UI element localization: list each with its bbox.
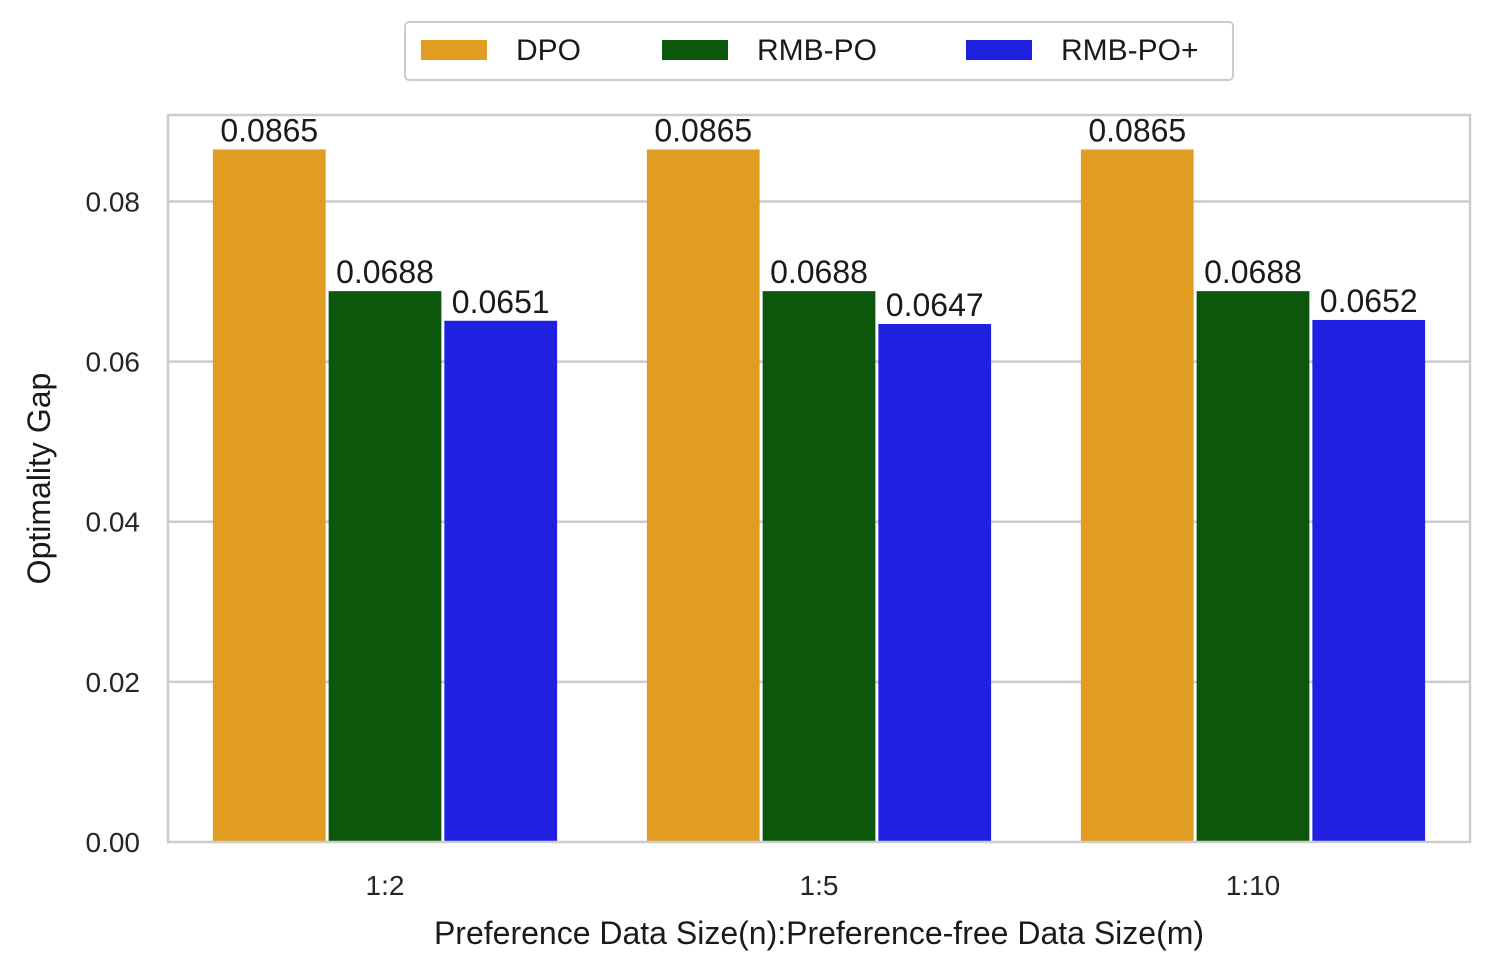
bar-rmb-po-plus-1-2 [444,320,558,842]
legend-box [404,21,1234,81]
x-axis-label: Preference Data Size(n):Preference-free … [434,915,1204,951]
y-tick-label: 0.00 [86,827,141,858]
bar-rmb-po-1-5 [762,291,876,842]
legend-swatch [662,40,728,60]
x-tick-label: 1:5 [800,870,839,901]
x-tick-labels: 1:2 1:5 1:10 [366,870,1281,901]
bar-rmb-po-plus-1-5 [878,323,992,842]
y-tick-label: 0.06 [86,347,141,378]
x-tick-label: 1:2 [366,870,405,901]
y-axis-label: Optimality Gap [21,373,57,585]
bar-rmb-po-1-2 [328,291,442,842]
y-tick-label: 0.08 [86,186,141,217]
legend-swatch [421,40,487,60]
bar-dpo-1-10 [1080,149,1194,843]
plot-frame [166,113,1472,844]
legend-swatch [966,40,1032,60]
bar-value-label: 0.0865 [1088,112,1186,148]
bar-dpo-1-5 [646,149,760,843]
bar-value-label: 0.0651 [452,284,550,320]
legend-label: DPO [516,34,581,67]
bar-value-label: 0.0865 [654,112,752,148]
bar-rmb-po-plus-1-10 [1312,319,1426,842]
bars [212,149,1426,843]
x-tick-label: 1:10 [1226,870,1281,901]
bar-dpo-1-2 [212,149,326,843]
y-tick-labels: 0.00 0.02 0.04 0.06 0.08 [86,186,141,858]
bar-value-label: 0.0688 [770,254,868,290]
legend-label: RMB-PO [757,34,877,67]
bar-rmb-po-1-10 [1196,291,1310,842]
y-tick-label: 0.02 [86,667,141,698]
legend: DPO RMB-PO RMB-PO+ [404,21,1234,81]
bar-value-label: 0.0688 [1204,254,1302,290]
bar-value-label: 0.0688 [336,254,434,290]
bar-value-label: 0.0652 [1320,283,1418,319]
legend-label: RMB-PO+ [1061,34,1199,67]
y-tick-label: 0.04 [86,507,141,538]
bar-value-label: 0.0647 [886,287,984,323]
bar-value-labels: 0.0865 0.0688 0.0651 0.0865 0.0688 0.0647 0.08… [220,112,1417,323]
bar-value-label: 0.0865 [220,112,318,148]
